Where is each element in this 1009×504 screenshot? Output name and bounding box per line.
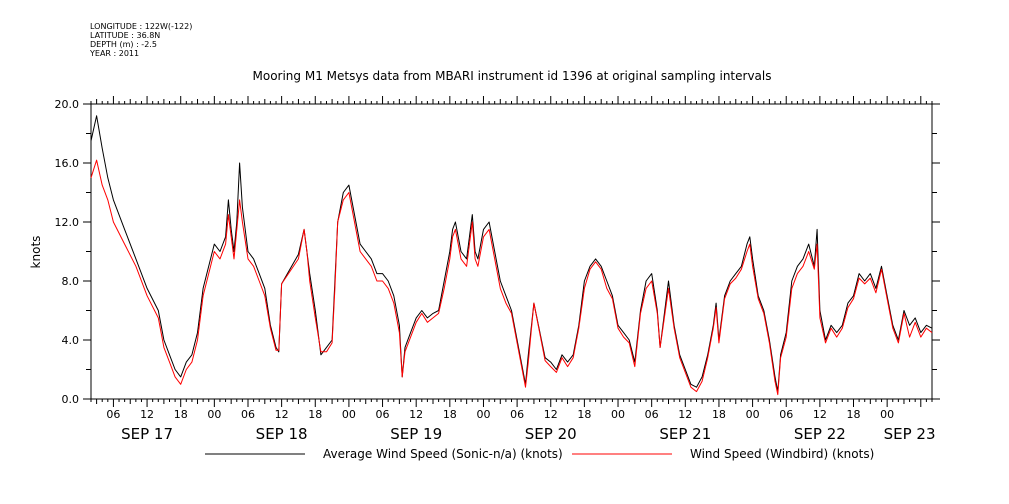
x-tick-label: 00 — [476, 408, 490, 421]
x-day-label: SEP 23 — [884, 425, 936, 443]
latitude-label: LATITUDE : 36.8N — [90, 31, 161, 40]
legend-label-sonic: Average Wind Speed (Sonic-n/a) (knots) — [323, 447, 563, 461]
x-tick-label: 18 — [712, 408, 726, 421]
x-tick-label: 18 — [443, 408, 457, 421]
x-tick-label: 12 — [813, 408, 827, 421]
x-tick-label: 18 — [847, 408, 861, 421]
y-tick-label: 4.0 — [62, 334, 80, 347]
y-tick-label: 0.0 — [62, 393, 80, 406]
depth-label: DEPTH (m) : -2.5 — [90, 40, 157, 49]
x-tick-label: 00 — [611, 408, 625, 421]
x-tick-label: 00 — [880, 408, 894, 421]
chart-title: Mooring M1 Metsys data from MBARI instru… — [253, 69, 772, 83]
x-day-label: SEP 19 — [390, 425, 442, 443]
x-tick-label: 06 — [106, 408, 120, 421]
legend: Average Wind Speed (Sonic-n/a) (knots) W… — [205, 447, 874, 461]
series-line-sonic — [90, 115, 933, 393]
x-tick-label: 06 — [241, 408, 255, 421]
x-tick-label: 12 — [275, 408, 289, 421]
y-tick-label: 8.0 — [62, 275, 80, 288]
x-tick-label: 12 — [678, 408, 692, 421]
y-tick-label: 20.0 — [55, 98, 80, 111]
x-day-label: SEP 18 — [256, 425, 308, 443]
y-tick-label: 16.0 — [55, 157, 80, 170]
longitude-label: LONGITUDE : 122W(-122) — [90, 22, 193, 31]
x-day-label: SEP 20 — [525, 425, 577, 443]
series-line-windbird — [90, 159, 933, 396]
station-metadata: LONGITUDE : 122W(-122) LATITUDE : 36.8N … — [90, 22, 192, 58]
x-tick-label: 00 — [342, 408, 356, 421]
legend-label-windbird: Wind Speed (Windbird) (knots) — [690, 447, 874, 461]
x-tick-label: 12 — [140, 408, 154, 421]
series-layer — [90, 115, 933, 396]
x-tick-label: 12 — [544, 408, 558, 421]
x-day-label: SEP 22 — [794, 425, 846, 443]
y-tick-label: 12.0 — [55, 216, 80, 229]
x-tick-label: 06 — [779, 408, 793, 421]
x-tick-label: 06 — [510, 408, 524, 421]
x-tick-label: 18 — [308, 408, 322, 421]
year-label: YEAR : 2011 — [90, 49, 140, 58]
x-day-label: SEP 17 — [121, 425, 173, 443]
y-axis-label: knots — [29, 236, 43, 269]
x-tick-label: 06 — [376, 408, 390, 421]
x-tick-label: 18 — [174, 408, 188, 421]
x-tick-label: 18 — [577, 408, 591, 421]
x-day-label: SEP 21 — [659, 425, 711, 443]
x-axis-ticks: 06 12 18 00 06 12 18 00 06 12 18 00 06 12 18 00 06 12 18 00… — [90, 96, 936, 443]
x-tick-label: 12 — [409, 408, 423, 421]
x-tick-label: 06 — [645, 408, 659, 421]
x-tick-label: 00 — [207, 408, 221, 421]
x-tick-label: 00 — [746, 408, 760, 421]
y-axis-ticks: 0.0 4.0 8.0 12.0 16.0 20.0 — [55, 98, 940, 406]
